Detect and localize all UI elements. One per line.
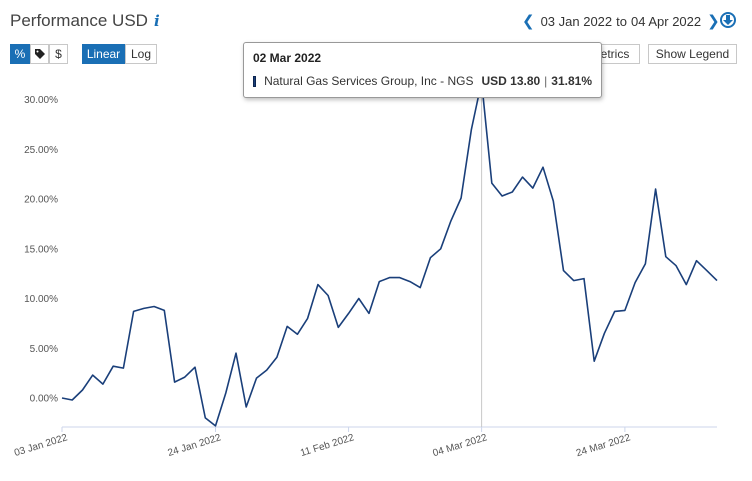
y-tick-label: 15.00% [24, 244, 58, 255]
x-tick-label: 11 Feb 2022 [299, 432, 356, 459]
date-to: 04 Apr 2022 [631, 14, 702, 29]
linear-button[interactable]: Linear [82, 44, 125, 64]
y-tick-label: 10.00% [24, 294, 58, 305]
date-from: 03 Jan 2022 [540, 14, 613, 29]
y-tick-label: 0.00% [30, 394, 58, 405]
tooltip-series-name: Natural Gas Services Group, Inc - NGS [264, 74, 474, 88]
date-range: ❮ 03 Jan 2022 to 04 Apr 2022 ❯ [522, 14, 720, 29]
chart-tooltip: 02 Mar 2022 Natural Gas Services Group, … [243, 42, 602, 98]
y-tick-label: 5.00% [30, 344, 58, 355]
page-title: Performance USD [10, 11, 148, 30]
log-button[interactable]: Log [125, 44, 157, 64]
tooltip-row: Natural Gas Services Group, Inc - NGS US… [253, 74, 592, 88]
tooltip-swatch [253, 75, 257, 87]
y-tick-label: 30.00% [24, 95, 58, 106]
x-tick-label: 24 Mar 2022 [575, 432, 632, 459]
percent-button[interactable]: % [10, 44, 30, 64]
series-line-ngs[interactable] [61, 80, 718, 427]
chevron-left-icon[interactable]: ❮ [522, 13, 535, 30]
x-tick-label: 04 Mar 2022 [432, 432, 489, 459]
dollar-button[interactable]: $ [49, 44, 68, 64]
x-tick-label: 24 Jan 2022 [167, 432, 223, 459]
tooltip-date: 02 Mar 2022 [253, 51, 322, 65]
tooltip-price: USD 13.80 [481, 74, 541, 88]
info-icon[interactable]: i [153, 12, 160, 30]
download-icon[interactable] [720, 12, 736, 28]
show-legend-button[interactable]: Show Legend [648, 44, 737, 64]
chart-header: Performance USD i [10, 11, 160, 31]
tag-icon [34, 49, 45, 59]
tooltip-percent: 31.81% [551, 74, 592, 88]
y-tick-label: 20.00% [24, 195, 58, 206]
tooltip-separator: | [544, 74, 548, 88]
y-tick-label: 25.00% [24, 145, 58, 156]
date-separator: to [616, 14, 627, 29]
chevron-right-icon[interactable]: ❯ [707, 13, 720, 30]
tag-button[interactable] [30, 44, 49, 64]
x-tick-label: 03 Jan 2022 [13, 432, 69, 459]
